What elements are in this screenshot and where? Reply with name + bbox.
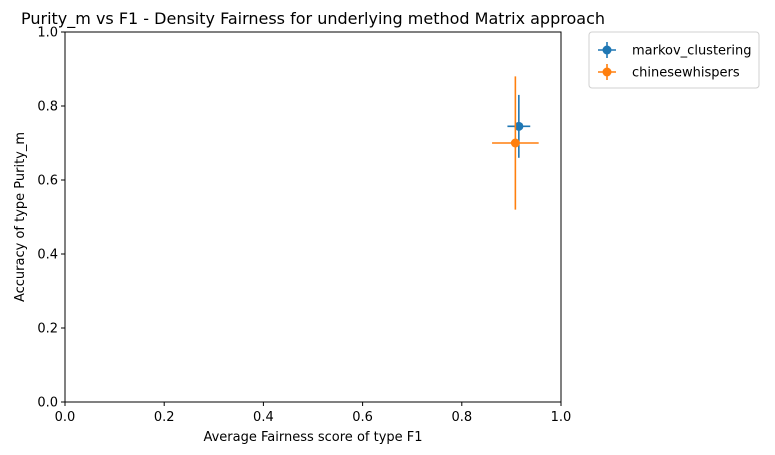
y-tick-label: 0.0	[37, 396, 58, 411]
series-chinesewhispers	[492, 76, 539, 210]
data-point	[510, 138, 520, 148]
y-tick-label: 0.2	[37, 322, 58, 337]
data-point	[514, 121, 524, 131]
legend-label: markov_clustering	[632, 44, 752, 59]
legend-entry: chinesewhispers	[598, 64, 740, 81]
x-tick-label: 0.0	[55, 410, 76, 425]
plot-area	[64, 31, 562, 403]
y-axis-label: Accuracy of type Purity_m	[13, 132, 28, 302]
x-tick-label: 0.2	[154, 410, 175, 425]
legend-label: chinesewhispers	[632, 66, 740, 81]
y-tick-label: 0.6	[37, 174, 58, 189]
chart-title: Purity_m vs F1 - Density Fairness for un…	[21, 9, 605, 29]
y-tick-label: 0.4	[37, 248, 58, 263]
x-axis: 0.0 0.2 0.4 0.6 0.8 1.0	[55, 402, 572, 425]
x-tick-label: 1.0	[551, 410, 572, 425]
legend-marker	[602, 45, 612, 55]
legend-marker	[602, 67, 612, 77]
x-tick-label: 0.8	[451, 410, 472, 425]
legend: markov_clustering chinesewhispers	[588, 31, 760, 89]
legend-frame	[588, 31, 760, 89]
data-points	[492, 76, 539, 210]
y-tick-label: 1.0	[37, 26, 58, 41]
x-axis-label: Average Fairness score of type F1	[203, 430, 422, 445]
x-tick-label: 0.6	[352, 410, 373, 425]
legend-entry: markov_clustering	[598, 42, 752, 59]
y-axis: 0.0 0.2 0.4 0.6 0.8 1.0	[37, 26, 65, 411]
x-tick-label: 0.4	[253, 410, 274, 425]
series-markov_clustering	[507, 94, 531, 158]
y-tick-label: 0.8	[37, 100, 58, 115]
